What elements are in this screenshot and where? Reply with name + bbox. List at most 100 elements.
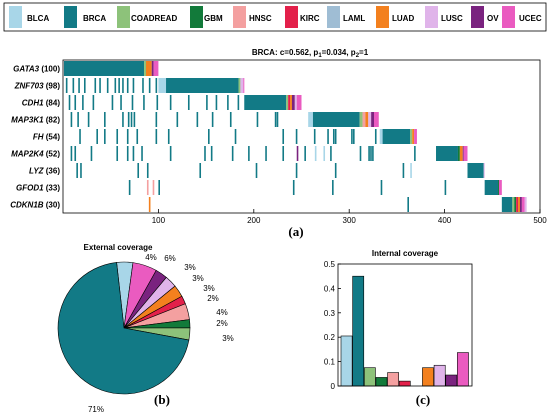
legend-label-brca: BRCA <box>83 14 106 23</box>
heatmap-tick <box>146 163 149 178</box>
heatmap-tick <box>334 129 337 144</box>
heatmap-block <box>312 112 360 127</box>
heatmap-block <box>308 112 313 127</box>
heatmap-tick <box>169 95 172 110</box>
gene-label-znf703: ZNF703 (98) <box>14 82 61 91</box>
heatmap-tick <box>372 146 374 161</box>
heatmap-tick <box>276 112 279 127</box>
gene-label-gfod1: GFOD1 (33) <box>16 184 60 193</box>
heatmap-tick <box>444 180 447 195</box>
heatmap-tick <box>148 78 151 93</box>
heatmap-tick <box>74 95 77 110</box>
heatmap-block <box>145 61 152 76</box>
heatmap-tick <box>199 163 202 178</box>
heatmap-tick <box>136 129 139 144</box>
x-tick-label: 400 <box>438 216 452 225</box>
heatmap-tick <box>231 146 234 161</box>
heatmap-tick <box>208 129 210 144</box>
heatmap-tick <box>118 78 120 93</box>
heatmap-tick <box>146 180 149 195</box>
bar-kirc <box>398 380 411 387</box>
pie-label-blca: 4% <box>145 253 157 262</box>
heatmap-block <box>410 129 413 144</box>
heatmap-tick <box>83 78 86 93</box>
gene-labels: GATA3 (100) ZNF703 (98) CDH1 (84) MAP3K1 (8… <box>10 65 60 210</box>
heatmap-tick <box>265 146 267 161</box>
heatmap-block <box>288 95 291 110</box>
legend-label-blca: BLCA <box>27 14 49 23</box>
heatmap-tick <box>104 112 106 127</box>
heatmap-tick <box>142 78 144 93</box>
heatmap-tick <box>99 78 101 93</box>
heatmap-block <box>467 163 484 178</box>
heatmap-tick <box>114 78 117 93</box>
y-tick-label: 0.1 <box>324 358 336 367</box>
bar-luad <box>422 367 434 387</box>
heatmap-tick <box>407 197 409 212</box>
heatmap-block <box>166 78 239 93</box>
heatmap-block <box>63 61 145 76</box>
heatmap-block <box>498 180 502 195</box>
heatmap-block <box>244 95 287 110</box>
y-tick-label: 0.3 <box>324 309 336 318</box>
heatmap-tick <box>76 163 78 178</box>
heatmap-block <box>512 197 515 212</box>
bar-marks <box>340 275 469 387</box>
legend-swatch-ucec <box>502 6 515 28</box>
heatmap-tick <box>255 163 258 178</box>
heatmap-tick <box>351 129 353 144</box>
heatmap-tick <box>314 146 317 161</box>
heatmap-tick <box>282 146 285 161</box>
bar-brca <box>352 275 365 387</box>
heatmap-tick <box>234 129 237 144</box>
panel-c-label: (c) <box>416 392 430 407</box>
heatmap-tick <box>148 197 151 212</box>
bar-y-ticks: 0 0.1 0.2 0.3 0.4 0.5 <box>324 260 341 391</box>
legend-label-laml: LAML <box>343 14 365 23</box>
heatmap-tick <box>126 146 129 161</box>
heatmap-tick <box>248 146 250 161</box>
heatmap-block <box>459 146 463 161</box>
heatmap-tick <box>380 180 383 195</box>
heatmap-block <box>240 78 244 93</box>
legend-swatch-luad <box>376 6 389 28</box>
panel-a-title: BRCA: c=0.562, p1=0.034, p2=1 <box>252 48 369 59</box>
heatmap-tick <box>122 78 124 93</box>
heatmap-tick <box>296 146 299 161</box>
heatmap-tick <box>152 180 155 195</box>
heatmap-tick <box>126 78 129 93</box>
legend-label-coadread: COADREAD <box>131 14 177 23</box>
heatmap-x-ticks: 100 200 300 400 500 <box>152 209 547 225</box>
heatmap-tick <box>353 129 355 144</box>
heatmap-block <box>374 112 379 127</box>
x-tick-label: 300 <box>343 216 357 225</box>
heatmap-tick <box>368 146 370 161</box>
heatmap-tick <box>80 163 82 178</box>
heatmap-tick <box>104 129 106 144</box>
heatmap-tick <box>167 129 170 144</box>
heatmap-block <box>436 146 458 161</box>
legend-label-hnsc: HNSC <box>249 14 272 23</box>
pie-label-gbm: 2% <box>216 319 228 328</box>
legend-box <box>3 2 547 32</box>
heatmap-tick <box>116 129 119 144</box>
heatmap-tick <box>126 129 129 144</box>
heatmap-block <box>243 78 245 93</box>
pie-label-ov: 3% <box>184 263 196 272</box>
heatmap-block <box>463 146 468 161</box>
gene-label-map2k4: MAP2K4 (52) <box>11 150 60 159</box>
heatmap-block <box>514 197 517 212</box>
bar-title: Internal coverage <box>372 249 439 258</box>
legend-swatch-ov <box>471 6 484 28</box>
gene-label-map3k1: MAP3K1 (82) <box>11 116 60 125</box>
heatmap-tick <box>295 129 298 144</box>
heatmap-tick <box>130 112 133 127</box>
gene-label-cdkn1b: CDKN1B (30) <box>10 201 60 210</box>
pie-slice-brca <box>57 262 190 395</box>
legend-label-gbm: GBM <box>204 14 223 23</box>
heatmap-tick <box>292 180 295 195</box>
heatmap-block <box>371 112 375 127</box>
pie-label-brca: 71% <box>88 405 104 414</box>
bar-ov <box>445 374 458 387</box>
